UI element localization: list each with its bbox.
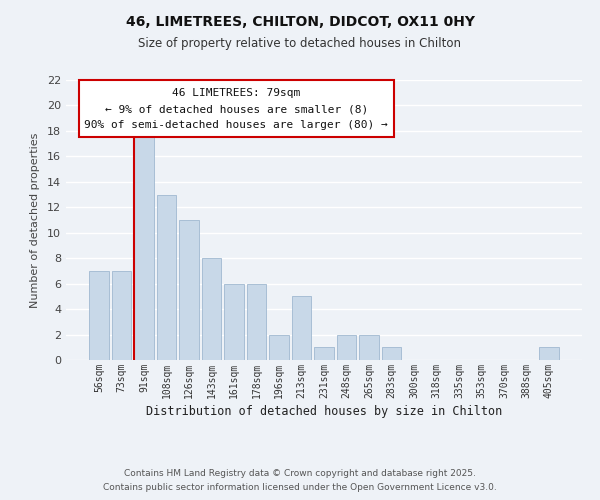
Bar [224, 284, 244, 360]
Y-axis label: Number of detached properties: Number of detached properties [30, 132, 40, 308]
FancyBboxPatch shape [79, 80, 394, 138]
X-axis label: Distribution of detached houses by size in Chilton: Distribution of detached houses by size … [146, 405, 502, 418]
Bar [382, 348, 401, 360]
Text: Contains public sector information licensed under the Open Government Licence v3: Contains public sector information licen… [103, 484, 497, 492]
Text: 90% of semi-detached houses are larger (80) →: 90% of semi-detached houses are larger (… [85, 120, 388, 130]
Text: 46, LIMETREES, CHILTON, DIDCOT, OX11 0HY: 46, LIMETREES, CHILTON, DIDCOT, OX11 0HY [125, 15, 475, 29]
Bar [314, 348, 334, 360]
Bar [337, 334, 356, 360]
Bar [269, 334, 289, 360]
Text: 46 LIMETREES: 79sqm: 46 LIMETREES: 79sqm [172, 88, 301, 99]
Text: ← 9% of detached houses are smaller (8): ← 9% of detached houses are smaller (8) [104, 104, 368, 114]
Bar [179, 220, 199, 360]
Text: Size of property relative to detached houses in Chilton: Size of property relative to detached ho… [139, 38, 461, 51]
Text: Contains HM Land Registry data © Crown copyright and database right 2025.: Contains HM Land Registry data © Crown c… [124, 468, 476, 477]
Bar [134, 131, 154, 360]
Bar [292, 296, 311, 360]
Bar [247, 284, 266, 360]
Bar [202, 258, 221, 360]
Bar [539, 348, 559, 360]
Bar [112, 271, 131, 360]
Bar [89, 271, 109, 360]
Bar [359, 334, 379, 360]
Bar [157, 194, 176, 360]
